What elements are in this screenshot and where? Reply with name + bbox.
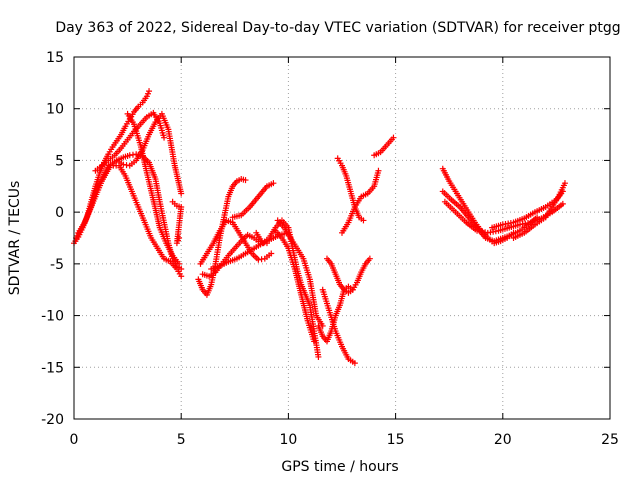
data-point	[178, 266, 185, 273]
data-point	[178, 190, 185, 197]
y-tick-label: 10	[46, 102, 64, 118]
data-point	[315, 353, 322, 360]
data-point	[360, 217, 367, 224]
data-point	[176, 235, 183, 241]
x-tick-label: 15	[387, 432, 405, 448]
chart-title: Day 363 of 2022, Sidereal Day-to-day VTE…	[55, 20, 620, 36]
data-point	[176, 260, 183, 267]
x-tick-label: 25	[601, 432, 619, 448]
data-point	[268, 250, 275, 257]
data-point	[311, 338, 318, 345]
data-point	[242, 177, 249, 184]
data-point	[351, 360, 358, 367]
x-axis-label: GPS time / hours	[281, 459, 398, 475]
x-tick-label: 5	[177, 432, 186, 448]
data-point	[390, 134, 397, 141]
plot-frame	[73, 56, 611, 420]
data-points	[71, 88, 568, 367]
data-point	[270, 180, 277, 187]
y-tick-label: -20	[41, 412, 64, 428]
data-point	[161, 134, 168, 141]
y-tick-label: 15	[46, 50, 64, 66]
y-tick-label: -10	[41, 309, 64, 325]
data-point	[561, 180, 568, 187]
y-tick-label: -5	[50, 257, 64, 273]
x-tick-labels: 0 5 10 15 20 25	[70, 432, 619, 448]
data-point	[366, 255, 373, 262]
y-tick-labels: -20 -15 -10 -5 0 5 10 15	[41, 50, 64, 428]
axis-ticks	[73, 56, 611, 420]
data-point	[146, 88, 153, 95]
x-tick-label: 0	[70, 432, 79, 448]
y-tick-label: 5	[55, 153, 64, 169]
y-tick-label: 0	[55, 205, 64, 221]
x-tick-label: 10	[279, 432, 297, 448]
y-axis-label: SDTVAR / TECUs	[7, 181, 23, 296]
data-point	[375, 167, 382, 174]
data-point	[559, 200, 566, 207]
data-point	[178, 273, 185, 280]
x-tick-label: 20	[494, 432, 512, 448]
y-tick-label: -15	[41, 360, 64, 376]
grid	[74, 57, 610, 419]
